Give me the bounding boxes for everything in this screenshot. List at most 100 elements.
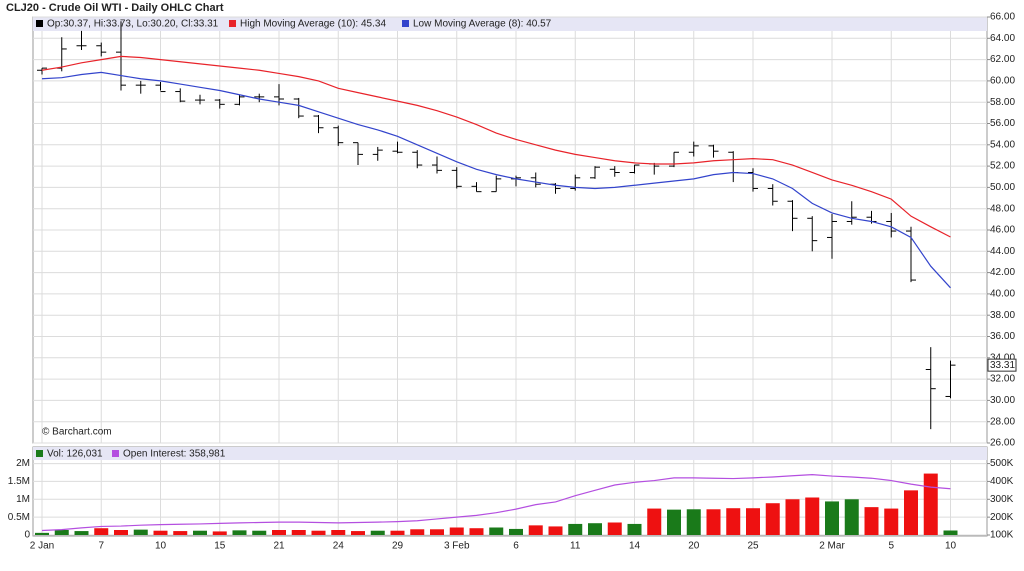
watermark: © Barchart.com	[42, 427, 112, 438]
y-tick-label: 0	[24, 530, 30, 541]
x-tick-label: 24	[333, 541, 345, 552]
y-tick-label: 60.00	[990, 76, 1015, 87]
volume-bar	[686, 509, 701, 535]
volume-bar	[943, 530, 958, 535]
x-tick-label: 25	[747, 541, 759, 552]
y-tick-label: 62.00	[990, 54, 1015, 65]
volume-bar	[449, 527, 464, 535]
volume-bar	[153, 530, 168, 535]
x-tick-label: 7	[98, 541, 104, 552]
y-tick-label: 42.00	[990, 267, 1015, 278]
y2-tick-label: 500K	[990, 458, 1014, 469]
volume-bar	[94, 528, 109, 535]
volume-bar	[785, 499, 800, 535]
last-price-box	[987, 358, 1017, 372]
y-tick-label: 54.00	[990, 139, 1015, 150]
open-interest-line	[41, 474, 951, 532]
volume-bar	[726, 508, 741, 535]
y-tick-label: 38.00	[990, 310, 1015, 321]
x-tick-label: 14	[629, 541, 641, 552]
x-tick-label: 10	[945, 541, 957, 552]
volume-header	[33, 447, 987, 460]
y2-tick-label: 100K	[990, 530, 1014, 541]
legend-label: High Moving Average (10): 45.34	[240, 19, 386, 30]
volume-bar	[410, 529, 425, 535]
volume-bar	[489, 527, 504, 535]
y-tick-label: 1M	[16, 494, 30, 505]
x-tick-label: 5	[888, 541, 894, 552]
y-tick-label: 46.00	[990, 225, 1015, 236]
volume-bar	[607, 522, 622, 535]
volume-bar	[430, 529, 444, 535]
volume-bar	[844, 499, 859, 535]
moving-average-line	[41, 55, 951, 238]
volume-bar	[568, 523, 583, 535]
marks	[35, 21, 958, 535]
grid	[33, 16, 990, 536]
x-tick-label: 29	[392, 541, 404, 552]
y-tick-label: 30.00	[990, 395, 1015, 406]
volume-bar	[923, 473, 938, 535]
volume-bar	[272, 530, 286, 535]
x-tick-label: 6	[513, 541, 519, 552]
price-header	[33, 17, 987, 31]
volume-bar	[370, 530, 385, 535]
volume-bar	[74, 531, 89, 535]
y-tick-label: 28.00	[990, 416, 1015, 427]
y-tick-label: 48.00	[990, 203, 1015, 214]
volume-bar	[884, 508, 899, 535]
volume-bar	[765, 503, 780, 535]
volume-bar	[805, 497, 820, 535]
legend-label: Low Moving Average (8): 40.57	[413, 19, 552, 30]
x-tick-label: 20	[688, 541, 700, 552]
y-tick-label: 1.5M	[8, 476, 30, 487]
x-tick-label: 21	[273, 541, 285, 552]
legend-swatch	[36, 20, 43, 27]
volume-bar	[746, 508, 760, 535]
volume-panel	[32, 446, 988, 537]
volume-bar	[647, 508, 662, 535]
volume-bar	[706, 509, 721, 535]
y-tick-label: 44.00	[990, 246, 1015, 257]
volume-bar	[35, 532, 49, 535]
y-tick-label: 52.00	[990, 161, 1015, 172]
y-tick-label: 34.00	[990, 352, 1015, 363]
y-tick-label: 32.00	[990, 374, 1015, 385]
last-price-label: 33.31	[990, 360, 1015, 371]
legend-swatch	[112, 450, 119, 457]
volume-bar	[904, 490, 918, 535]
volume-bar	[528, 525, 543, 535]
volume-bar	[627, 523, 642, 535]
x-tick-label: 15	[214, 541, 226, 552]
volume-bar	[232, 530, 247, 535]
volume-bar	[825, 501, 839, 535]
volume-bar	[212, 531, 227, 535]
volume-bar	[133, 529, 148, 535]
y-tick-label: 58.00	[990, 97, 1015, 108]
volume-bar	[588, 523, 602, 535]
volume-bar	[390, 530, 405, 535]
volume-bar	[351, 531, 365, 535]
volume-bar	[864, 507, 879, 535]
volume-bar	[331, 530, 346, 535]
y-tick-label: 64.00	[990, 33, 1015, 44]
x-tick-label: 2 Jan	[30, 541, 54, 552]
y2-tick-label: 200K	[990, 512, 1014, 523]
legend-label: Open Interest: 358,981	[123, 449, 226, 460]
y-tick-label: 26.00	[990, 438, 1015, 449]
volume-bar	[469, 528, 484, 535]
legend-swatch	[36, 450, 43, 457]
ohlc-legend: Op:30.37, Hi:33.73, Lo:30.20, Cl:33.31	[47, 19, 219, 30]
y2-tick-label: 400K	[990, 476, 1014, 487]
y-tick-label: 40.00	[990, 289, 1015, 300]
volume-bar	[548, 526, 563, 535]
legend-label: Vol: 126,031	[47, 449, 103, 460]
y-tick-label: 66.00	[990, 12, 1015, 23]
y-tick-label: 0.5M	[8, 512, 30, 523]
y2-tick-label: 300K	[990, 494, 1014, 505]
volume-bar	[54, 530, 69, 535]
x-tick-label: 11	[570, 541, 581, 552]
y-tick-label: 36.00	[990, 331, 1015, 342]
x-tick-label: 10	[155, 541, 167, 552]
